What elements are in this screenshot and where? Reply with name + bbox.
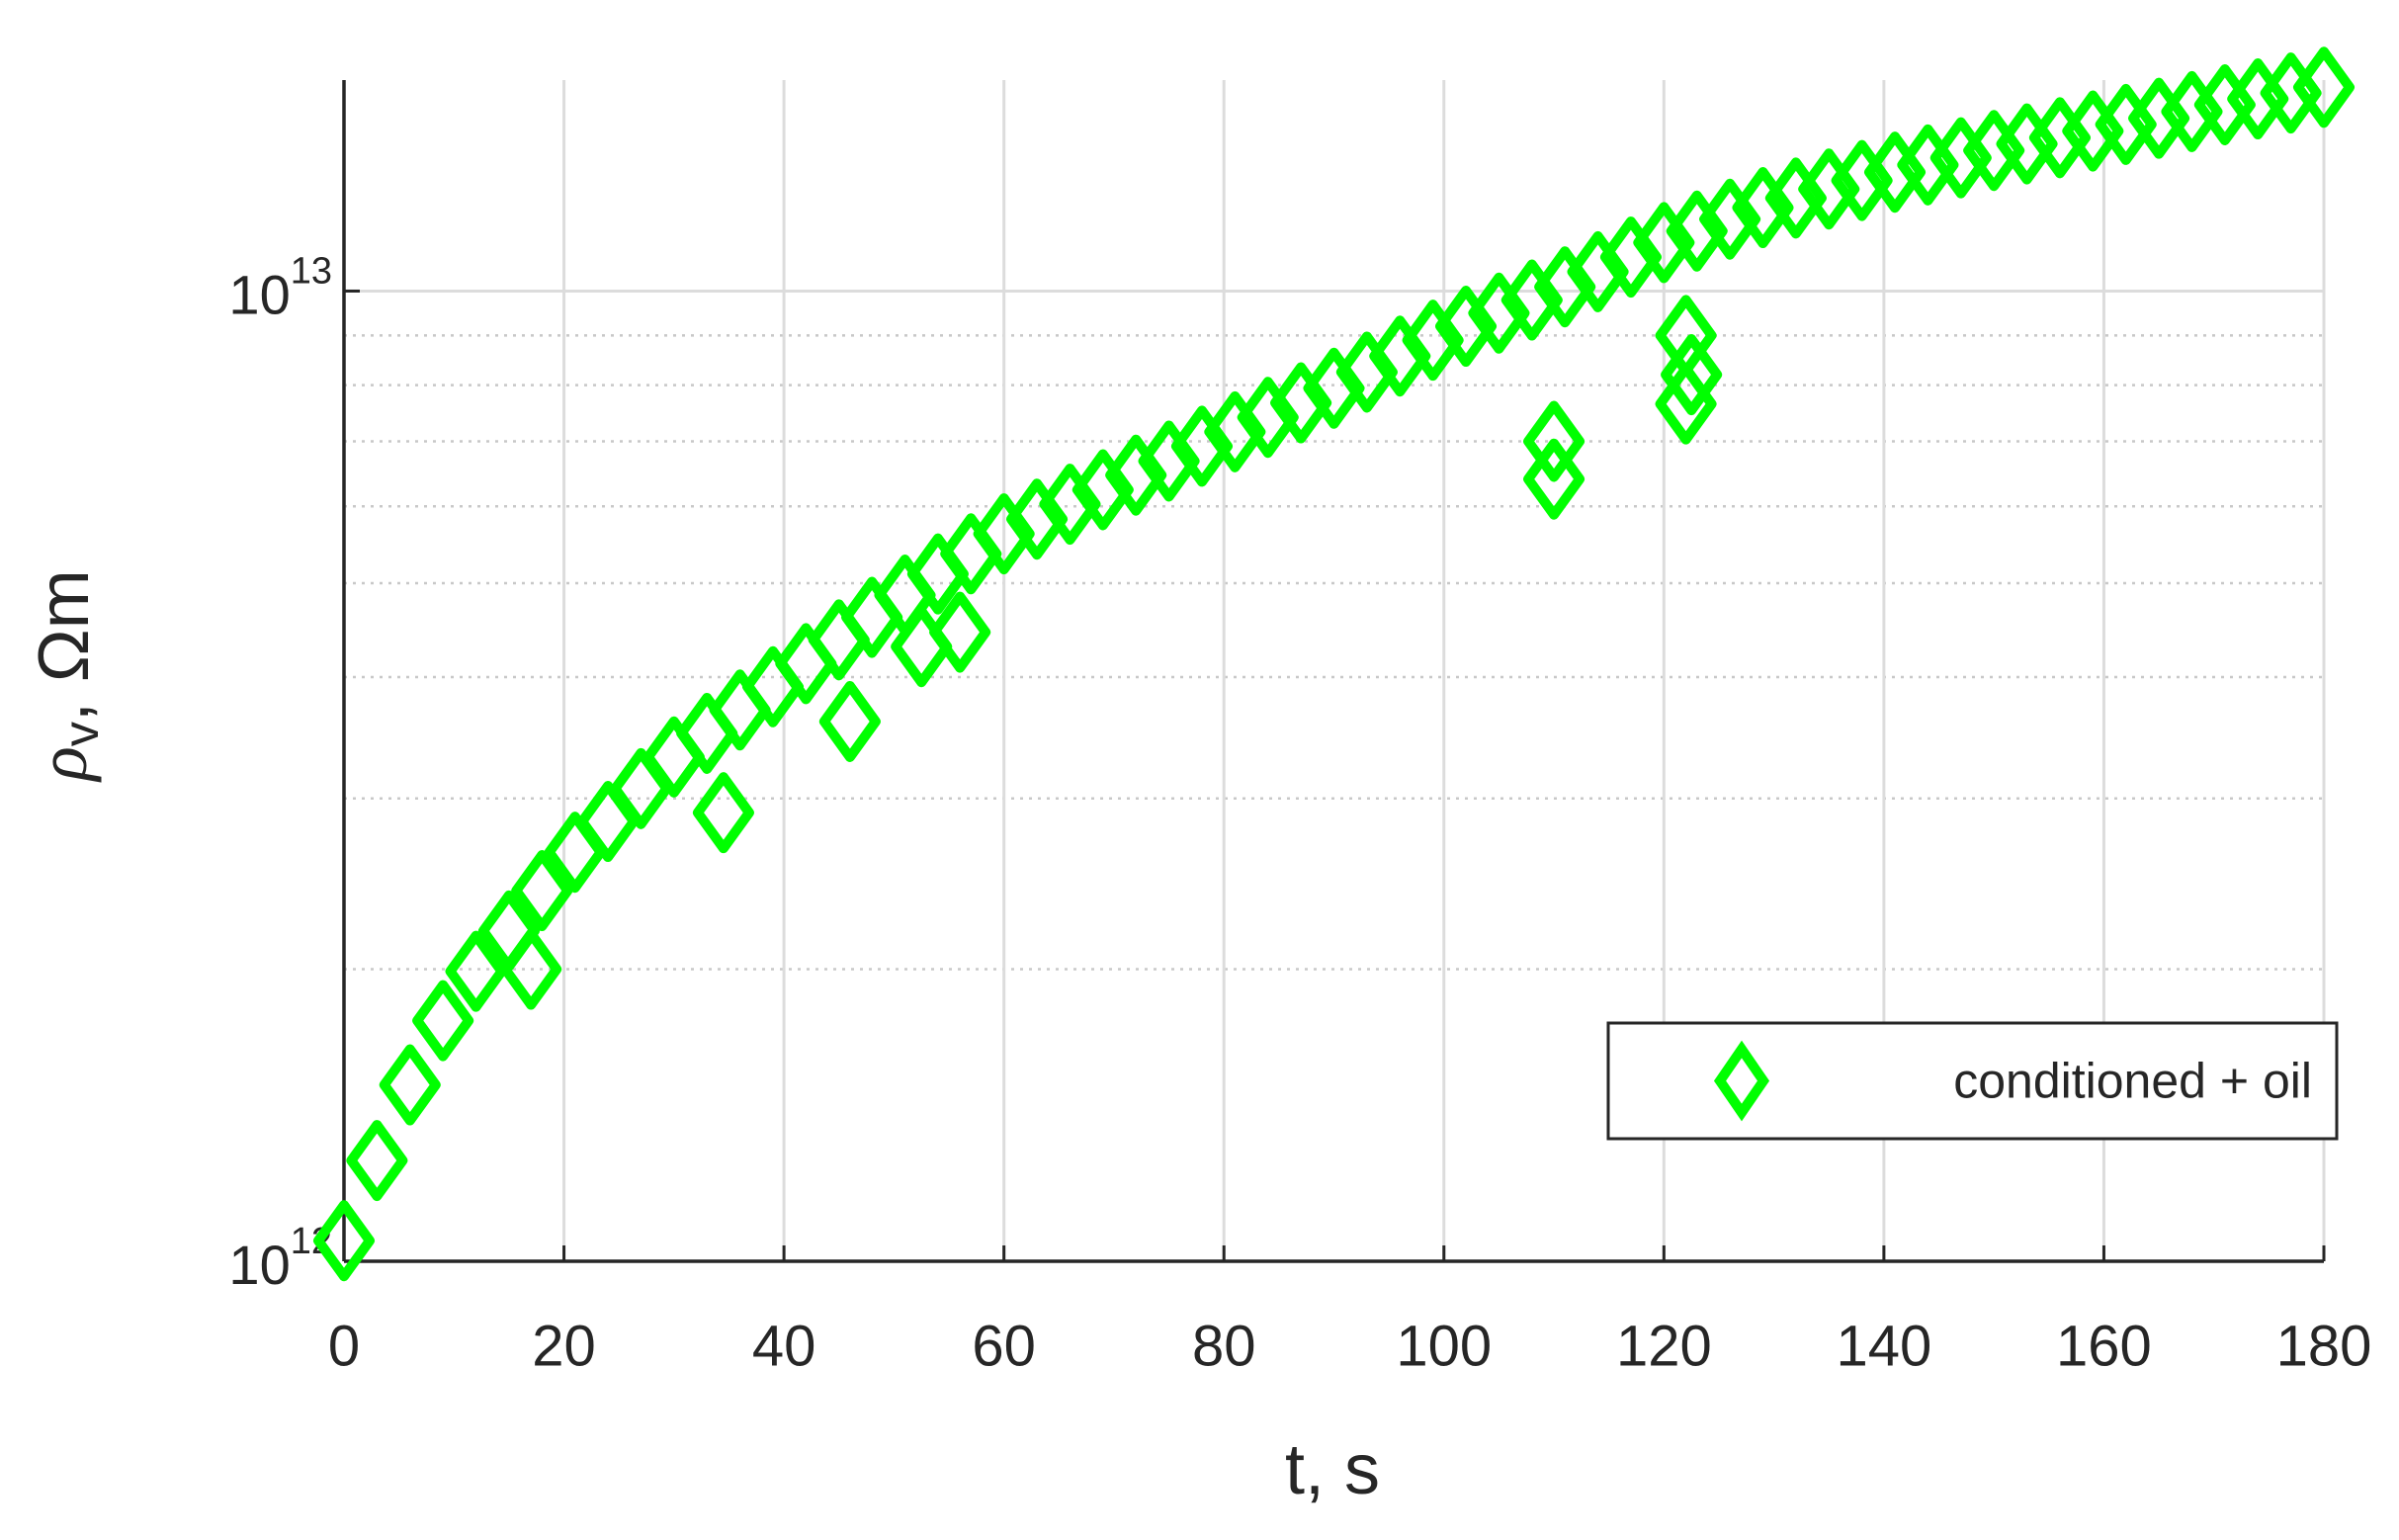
x-tick-label: 140 <box>1836 1314 1931 1378</box>
data-point <box>1523 400 1585 482</box>
legend-label: conditioned + oil <box>1953 1054 2312 1109</box>
data-point <box>1831 139 1893 221</box>
data-point <box>1666 190 1728 272</box>
data-point <box>1105 434 1167 516</box>
data-point <box>1699 178 1761 260</box>
data-point <box>1732 167 1794 249</box>
data-point <box>692 772 754 854</box>
legend-marker <box>1713 1040 1770 1122</box>
data-point <box>818 680 881 762</box>
data-point <box>1435 286 1498 368</box>
x-tick-label: 80 <box>1192 1314 1256 1378</box>
y-tick-label: 1012 <box>228 1221 332 1296</box>
data-point <box>1402 299 1464 382</box>
data-point <box>1006 478 1069 560</box>
x-tick-label: 160 <box>2056 1314 2152 1378</box>
x-tick-label: 100 <box>1396 1314 1492 1378</box>
x-tick-label: 0 <box>328 1314 360 1378</box>
data-point <box>1897 124 1959 206</box>
data-point <box>445 930 507 1012</box>
x-axis-label: t, s <box>1285 1430 1380 1509</box>
data-point <box>1534 246 1596 328</box>
data-point <box>1071 449 1134 531</box>
y-label-subscript: v <box>53 722 109 746</box>
data-point <box>1929 117 1992 199</box>
data-point <box>313 1200 375 1282</box>
x-tick-label: 40 <box>752 1314 816 1378</box>
data-point <box>1764 157 1827 239</box>
x-tick-label: 180 <box>2276 1314 2372 1378</box>
data-point <box>929 591 991 673</box>
data-point <box>1138 420 1200 502</box>
data-point <box>1468 272 1530 354</box>
data-point <box>1303 347 1365 429</box>
x-tick-label: 20 <box>532 1314 596 1378</box>
data-point <box>1237 377 1299 459</box>
y-label-symbol: ρ <box>23 746 102 783</box>
data-point <box>1039 464 1101 546</box>
data-point <box>1798 148 1860 230</box>
data-point <box>511 850 573 932</box>
data-point <box>1500 259 1563 341</box>
legend-box <box>1606 1021 2339 1141</box>
data-point <box>412 980 474 1062</box>
data-point <box>709 669 771 751</box>
data-point <box>379 1044 441 1126</box>
y-axis-label: ρv, Ωm <box>23 569 110 782</box>
x-tick-label: 60 <box>972 1314 1036 1378</box>
x-tick-label: 120 <box>1616 1314 1712 1378</box>
data-point <box>1270 362 1332 444</box>
data-point <box>2293 46 2355 128</box>
data-point <box>346 1120 408 1202</box>
data-point <box>1633 202 1695 284</box>
data-point <box>1369 315 1431 397</box>
data-point <box>1599 216 1662 299</box>
data-point <box>1204 390 1266 472</box>
data-point <box>1335 331 1398 413</box>
y-label-unit: , Ωm <box>25 569 104 722</box>
y-tick-base: 10 <box>228 263 290 325</box>
data-point <box>1655 295 1717 377</box>
data-point <box>1523 438 1585 520</box>
data-point <box>1567 230 1629 312</box>
data-point <box>2161 70 2223 152</box>
y-tick-label: 1013 <box>228 250 332 325</box>
data-point <box>676 692 738 774</box>
data-point <box>973 493 1035 575</box>
y-tick-exponent: 13 <box>291 250 332 292</box>
data-point <box>1864 131 1927 214</box>
data-point <box>1170 405 1233 487</box>
y-tick-base: 10 <box>228 1234 290 1296</box>
data-point <box>500 928 562 1010</box>
